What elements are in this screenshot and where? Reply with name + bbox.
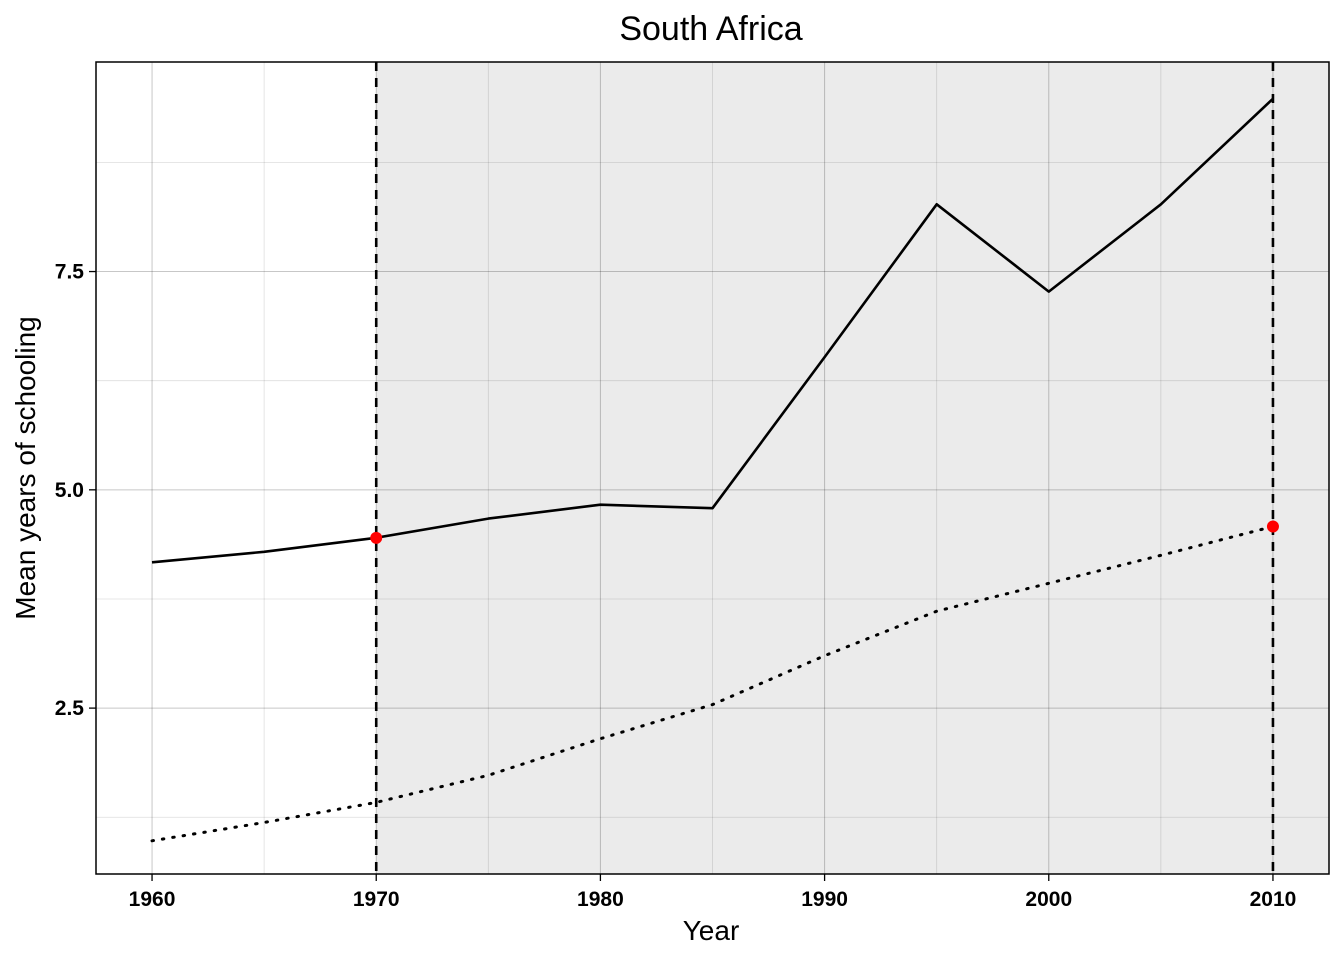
series-line-dotted bbox=[150, 525, 1275, 843]
series-line-solid bbox=[151, 97, 1274, 564]
y-axis-title: Mean years of schooling bbox=[10, 316, 41, 620]
plot-area: 1960 1970 1980 1990 2000 2010 2.5 5.0 7.5 bbox=[55, 61, 1330, 911]
x-tick-label: 1990 bbox=[801, 888, 848, 911]
y-tick-label: 2.5 bbox=[55, 697, 85, 720]
x-tick-label: 1960 bbox=[129, 888, 176, 911]
x-axis-title: Year bbox=[683, 915, 740, 946]
highlight-point bbox=[1266, 520, 1279, 533]
shaded-period bbox=[376, 62, 1329, 874]
x-tick-label: 2010 bbox=[1250, 888, 1297, 911]
y-tick-label: 7.5 bbox=[55, 261, 85, 284]
chart-title: South Africa bbox=[619, 10, 802, 48]
x-tick-label: 2000 bbox=[1025, 888, 1072, 911]
x-tick-label: 1980 bbox=[577, 888, 624, 911]
highlight-point bbox=[370, 531, 383, 544]
x-tick-label: 1970 bbox=[353, 888, 400, 911]
plot-border bbox=[95, 61, 1330, 875]
y-tick-label: 5.0 bbox=[55, 479, 84, 502]
